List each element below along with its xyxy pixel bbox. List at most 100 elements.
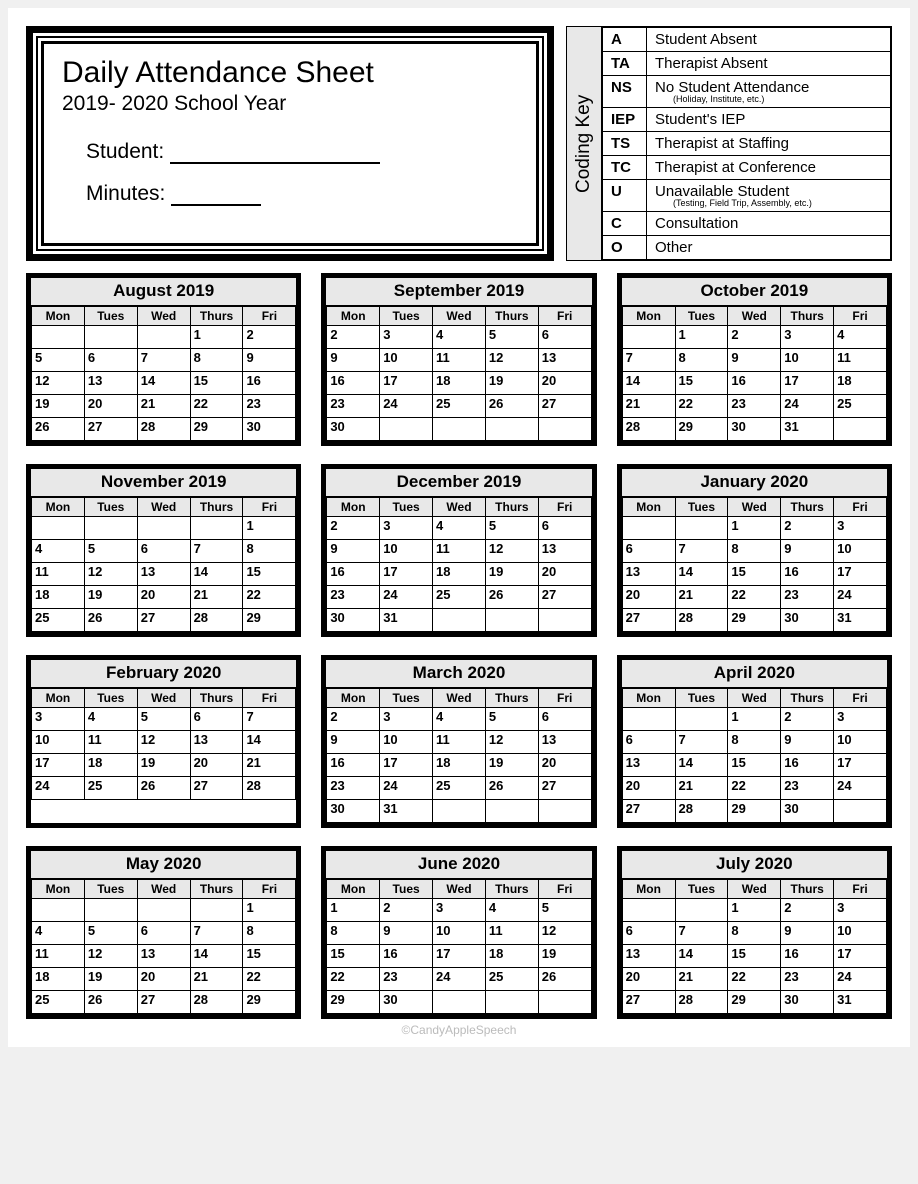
calendar-cell[interactable]: 16 [327, 563, 380, 586]
calendar-cell[interactable]: 30 [728, 418, 781, 441]
calendar-cell[interactable]: 20 [622, 777, 675, 800]
calendar-cell[interactable]: 13 [622, 754, 675, 777]
calendar-cell[interactable]: 4 [32, 540, 85, 563]
calendar-cell[interactable] [622, 899, 675, 922]
calendar-cell[interactable]: 25 [485, 968, 538, 991]
calendar-cell[interactable]: 7 [137, 349, 190, 372]
calendar-cell[interactable]: 5 [32, 349, 85, 372]
calendar-cell[interactable]: 30 [781, 609, 834, 632]
calendar-cell[interactable]: 26 [485, 395, 538, 418]
calendar-cell[interactable]: 28 [137, 418, 190, 441]
calendar-cell[interactable]: 6 [84, 349, 137, 372]
calendar-cell[interactable]: 9 [327, 731, 380, 754]
calendar-cell[interactable]: 3 [380, 326, 433, 349]
calendar-cell[interactable]: 1 [675, 326, 728, 349]
calendar-cell[interactable]: 19 [485, 563, 538, 586]
calendar-cell[interactable]: 23 [327, 777, 380, 800]
calendar-cell[interactable] [675, 899, 728, 922]
calendar-cell[interactable]: 13 [622, 945, 675, 968]
calendar-cell[interactable]: 12 [485, 349, 538, 372]
calendar-cell[interactable]: 14 [190, 945, 243, 968]
calendar-cell[interactable] [380, 418, 433, 441]
calendar-cell[interactable]: 24 [834, 586, 887, 609]
calendar-cell[interactable] [433, 609, 486, 632]
calendar-cell[interactable]: 7 [190, 540, 243, 563]
calendar-cell[interactable] [190, 517, 243, 540]
calendar-cell[interactable] [485, 991, 538, 1014]
calendar-cell[interactable]: 13 [137, 945, 190, 968]
calendar-cell[interactable]: 23 [327, 586, 380, 609]
calendar-cell[interactable]: 14 [675, 945, 728, 968]
calendar-cell[interactable]: 27 [622, 609, 675, 632]
calendar-cell[interactable]: 6 [137, 540, 190, 563]
calendar-cell[interactable] [834, 418, 887, 441]
calendar-cell[interactable]: 31 [834, 991, 887, 1014]
calendar-cell[interactable] [622, 517, 675, 540]
calendar-cell[interactable]: 9 [327, 349, 380, 372]
calendar-cell[interactable]: 9 [243, 349, 296, 372]
calendar-cell[interactable]: 29 [728, 991, 781, 1014]
calendar-cell[interactable]: 8 [243, 540, 296, 563]
calendar-cell[interactable]: 30 [781, 800, 834, 823]
calendar-cell[interactable]: 29 [243, 609, 296, 632]
calendar-cell[interactable]: 15 [675, 372, 728, 395]
calendar-cell[interactable]: 26 [84, 991, 137, 1014]
calendar-cell[interactable]: 28 [243, 777, 296, 800]
calendar-cell[interactable]: 20 [84, 395, 137, 418]
calendar-cell[interactable]: 1 [327, 899, 380, 922]
calendar-cell[interactable]: 23 [781, 968, 834, 991]
calendar-cell[interactable]: 4 [433, 517, 486, 540]
calendar-cell[interactable]: 28 [675, 800, 728, 823]
calendar-cell[interactable]: 4 [433, 326, 486, 349]
calendar-cell[interactable]: 21 [190, 586, 243, 609]
calendar-cell[interactable]: 31 [781, 418, 834, 441]
calendar-cell[interactable]: 10 [834, 540, 887, 563]
calendar-cell[interactable]: 19 [84, 968, 137, 991]
calendar-cell[interactable]: 5 [485, 326, 538, 349]
calendar-cell[interactable]: 25 [433, 395, 486, 418]
calendar-cell[interactable] [485, 418, 538, 441]
calendar-cell[interactable]: 24 [380, 395, 433, 418]
calendar-cell[interactable] [84, 899, 137, 922]
calendar-cell[interactable] [137, 326, 190, 349]
calendar-cell[interactable]: 2 [781, 899, 834, 922]
calendar-cell[interactable]: 23 [781, 586, 834, 609]
calendar-cell[interactable]: 5 [538, 899, 591, 922]
calendar-cell[interactable]: 10 [781, 349, 834, 372]
calendar-cell[interactable]: 21 [190, 968, 243, 991]
calendar-cell[interactable]: 27 [622, 800, 675, 823]
calendar-cell[interactable]: 16 [243, 372, 296, 395]
calendar-cell[interactable]: 3 [433, 899, 486, 922]
calendar-cell[interactable]: 4 [84, 708, 137, 731]
calendar-cell[interactable]: 2 [327, 326, 380, 349]
calendar-cell[interactable]: 13 [190, 731, 243, 754]
calendar-cell[interactable]: 5 [485, 517, 538, 540]
calendar-cell[interactable]: 25 [834, 395, 887, 418]
calendar-cell[interactable]: 3 [32, 708, 85, 731]
calendar-cell[interactable]: 15 [243, 563, 296, 586]
calendar-cell[interactable]: 17 [834, 754, 887, 777]
calendar-cell[interactable]: 18 [32, 968, 85, 991]
calendar-cell[interactable]: 12 [485, 731, 538, 754]
calendar-cell[interactable]: 6 [538, 517, 591, 540]
calendar-cell[interactable]: 13 [538, 540, 591, 563]
calendar-cell[interactable]: 24 [834, 968, 887, 991]
calendar-cell[interactable]: 9 [781, 731, 834, 754]
calendar-cell[interactable] [675, 708, 728, 731]
calendar-cell[interactable]: 30 [243, 418, 296, 441]
calendar-cell[interactable]: 4 [433, 708, 486, 731]
calendar-cell[interactable]: 9 [327, 540, 380, 563]
student-input-line[interactable] [170, 144, 380, 164]
calendar-cell[interactable]: 19 [84, 586, 137, 609]
calendar-cell[interactable]: 9 [781, 922, 834, 945]
calendar-cell[interactable]: 13 [84, 372, 137, 395]
calendar-cell[interactable]: 27 [622, 991, 675, 1014]
calendar-cell[interactable]: 5 [485, 708, 538, 731]
calendar-cell[interactable]: 28 [675, 609, 728, 632]
calendar-cell[interactable]: 2 [243, 326, 296, 349]
calendar-cell[interactable]: 3 [834, 517, 887, 540]
calendar-cell[interactable]: 24 [834, 777, 887, 800]
calendar-cell[interactable]: 16 [327, 372, 380, 395]
calendar-cell[interactable]: 10 [834, 922, 887, 945]
calendar-cell[interactable]: 30 [781, 991, 834, 1014]
